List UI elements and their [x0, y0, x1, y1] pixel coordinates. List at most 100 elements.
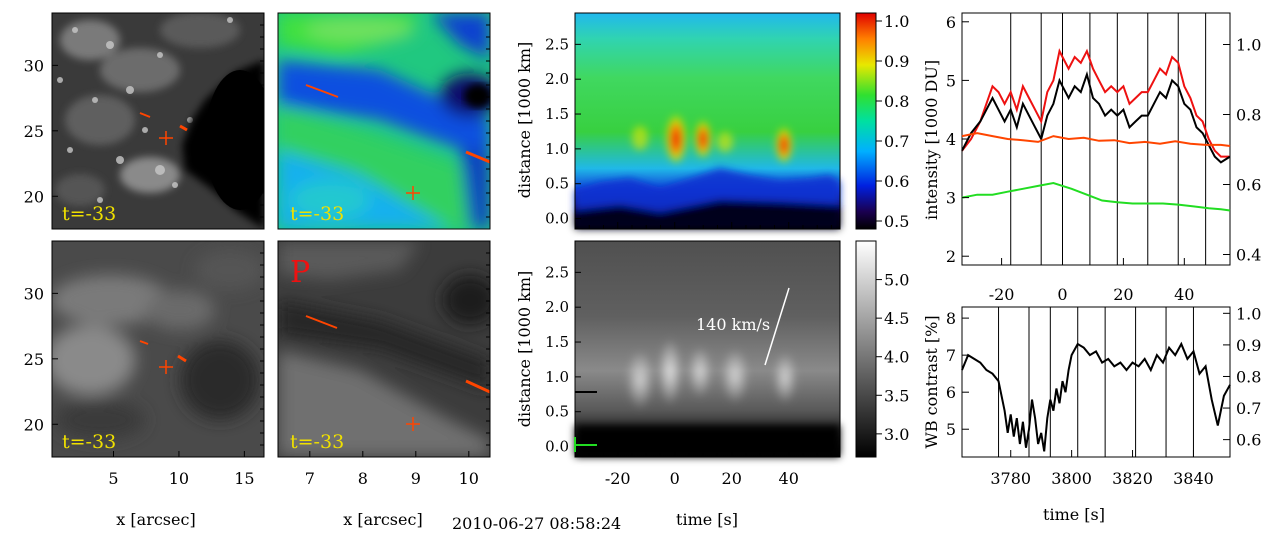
colorbar-tick-label: 0.6 [884, 172, 909, 191]
y-tick-label: 0.5 [545, 175, 569, 193]
panel-letter: P [290, 255, 310, 290]
y-tick-label: 30 [24, 284, 44, 303]
y-tick-label: 2.0 [545, 298, 569, 316]
y-tick-label: 0.5 [545, 403, 569, 421]
timeslice-top-panel [574, 12, 841, 230]
speed-annotation: 140 km/s [696, 315, 770, 334]
series-red [961, 48, 1230, 158]
series-black [961, 341, 1231, 452]
y-tick-label: 0.0 [545, 438, 569, 456]
y2-tick-label: 0.6 [1236, 176, 1261, 195]
y2-tick-label: 0.8 [1236, 367, 1261, 386]
x-tick-label: 15 [234, 469, 254, 488]
time-label: t=-33 [62, 431, 116, 453]
plot-frame [961, 306, 1231, 458]
time-label: t=-33 [290, 203, 344, 225]
y-tick-label: 6 [946, 13, 956, 32]
x-axis-label: x [arcsec] [343, 510, 422, 529]
colorbar-tick-label: 1.0 [884, 12, 909, 31]
y-tick-label: 1.5 [545, 105, 569, 123]
y-tick-label: 2.0 [545, 70, 569, 88]
y-tick-label: 5 [946, 420, 956, 439]
y-tick-label: 2.5 [545, 35, 569, 53]
y-axis-label: distance [1000 km] [515, 271, 534, 428]
x-tick-label: 3780 [990, 469, 1031, 488]
series-green [961, 181, 1231, 212]
y2-tick-label: 0.6 [1236, 431, 1261, 450]
continuum-top-panel: t=-33 [277, 12, 491, 230]
y-axis-label: intensity [1000 DU] [922, 60, 941, 220]
x-tick-label: 9 [411, 469, 421, 488]
emission-structure [575, 338, 840, 457]
ca-image-bottom-panel: t=-33 [51, 240, 265, 458]
x-tick-label: 3820 [1112, 469, 1153, 488]
y2-tick-label: 1.0 [1236, 36, 1261, 55]
y-tick-label: 1.0 [545, 368, 569, 386]
x-tick-label: 10 [169, 469, 189, 488]
y-tick-label: 1.5 [545, 333, 569, 351]
x-tick-label: 0 [670, 469, 680, 488]
speed-line [764, 287, 790, 366]
y-tick-label: 0.0 [545, 210, 569, 228]
x-axis-label: x [arcsec] [116, 510, 195, 529]
y2-tick-label: 0.4 [1236, 246, 1261, 265]
x-tick-label: 3800 [1051, 469, 1092, 488]
time-label: t=-33 [290, 431, 344, 453]
y-tick-label: 6 [946, 383, 956, 402]
x-tick-label: 3840 [1173, 469, 1214, 488]
colorbar-tick-label: 3.0 [884, 425, 909, 444]
colorbar-tick-label: 3.5 [884, 386, 909, 405]
x-tick-label: -20 [605, 469, 631, 488]
colorbar-tick-label: 0.8 [884, 92, 909, 111]
y-axis-label: distance [1000 km] [515, 42, 534, 199]
colorbar-tick-label: 4.5 [884, 309, 909, 328]
x-tick-label: 40 [779, 469, 799, 488]
x-tick-label: 7 [305, 469, 315, 488]
colorbar-tick-label: 0.5 [884, 212, 909, 231]
y-tick-label: 3 [946, 189, 956, 208]
line-plot-wb-contrast: 5 6 7 8 0.6 0.7 0.8 0.9 1.0 3780 3800 3820 3840 [946, 304, 1262, 488]
y2-tick-label: 1.0 [1236, 304, 1261, 323]
y-tick-label: 8 [946, 309, 956, 328]
x-axis-label: time [s] [1043, 505, 1105, 524]
time-label: t=-33 [62, 203, 116, 225]
y2-tick-label: 0.7 [1236, 399, 1261, 418]
y-tick-label: 2.5 [545, 263, 569, 281]
y-tick-label: 30 [24, 56, 44, 75]
y-tick-label: 20 [24, 187, 44, 206]
colorbar-tick-label: 5.0 [884, 271, 909, 290]
x-tick-label: 10 [459, 469, 479, 488]
timestamp: 2010-06-27 08:58:24 [452, 514, 621, 533]
y-tick-label: 25 [24, 122, 44, 141]
series-orange [961, 132, 1231, 147]
x-tick-label: 0 [1057, 285, 1067, 304]
x-tick-label: 8 [358, 469, 368, 488]
colorbar-tick-label: 4.0 [884, 348, 909, 367]
y-tick-label: 25 [24, 350, 44, 369]
colorbar-tick-label: 0.7 [884, 132, 909, 151]
line-plot-intensity: 2 3 4 5 6 0.4 0.6 0.8 1.0 -20 0 20 40 [946, 12, 1261, 304]
y-axis-label: WB contrast [%] [922, 315, 941, 448]
x-tick-label: 20 [1113, 285, 1133, 304]
continuum-bottom-panel: P t=-33 [277, 240, 491, 458]
y-tick-label: 5 [946, 71, 956, 90]
x-tick-label: 40 [1174, 285, 1194, 304]
colorbar-rainbow [855, 12, 877, 230]
y-tick-label: 4 [946, 130, 956, 149]
timeslice-bottom-panel [574, 240, 841, 458]
y-tick-label: 1.0 [545, 140, 569, 158]
y-tick-label: 7 [946, 346, 956, 365]
colorbar-gray [855, 240, 877, 458]
y-tick-label: 2 [946, 247, 956, 266]
colorbar-tick-label: 0.9 [884, 52, 909, 71]
emission-structure [575, 113, 840, 229]
y2-tick-label: 0.9 [1236, 336, 1261, 355]
x-tick-label: -20 [989, 285, 1015, 304]
plot-frame [961, 12, 1231, 266]
y-tick-label: 20 [24, 415, 44, 434]
series-black [961, 71, 1231, 164]
ca-image-top-panel: t=-33 [51, 12, 265, 230]
x-axis-label: time [s] [676, 510, 738, 529]
